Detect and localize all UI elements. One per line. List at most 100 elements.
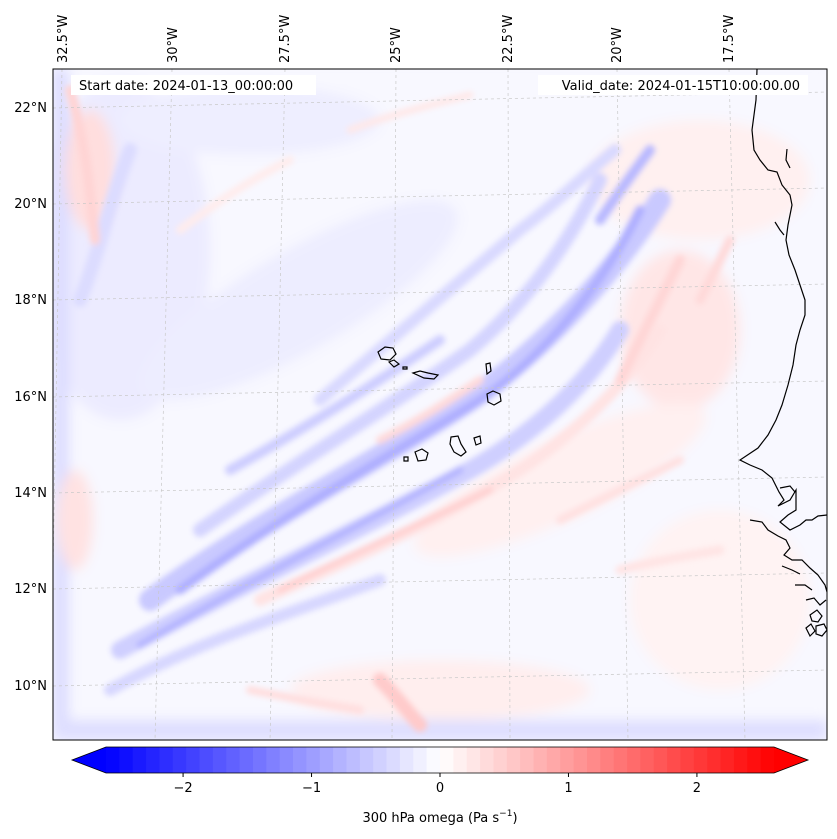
island-brava — [403, 456, 409, 462]
colorbar-cell — [466, 747, 481, 773]
colorbar-cell — [159, 747, 174, 773]
lat-label: 14°N — [14, 486, 47, 501]
colorbar-extend-low — [72, 747, 106, 773]
colorbar-cell — [640, 747, 655, 773]
colorbar-cell — [693, 747, 708, 773]
colorbar-cell — [493, 747, 508, 773]
colorbar-cell — [680, 747, 695, 773]
colorbar: −2 −1 0 1 2 300 hPa omega (Pa s−1) — [70, 746, 810, 826]
island-boa-vista — [486, 390, 502, 406]
lon-label: 20°W — [610, 27, 625, 63]
island-santa-luzia — [402, 366, 408, 370]
colorbar-cell — [119, 747, 134, 773]
valid-date-box — [538, 75, 808, 95]
lat-label: 16°N — [14, 390, 47, 405]
colorbar-cell — [426, 747, 441, 773]
colorbar-cell — [440, 747, 454, 773]
colorbar-cells — [72, 747, 808, 773]
island-sao-vicente — [387, 359, 401, 368]
colorbar-cell — [279, 747, 294, 773]
colorbar-cell — [172, 747, 187, 773]
island-sal — [485, 362, 492, 376]
lon-label: 32.5°W — [56, 15, 71, 63]
colorbar-cell — [560, 747, 575, 773]
colorbar-cell — [480, 747, 495, 773]
lon-label: 22.5°W — [501, 15, 516, 63]
colorbar-cell — [613, 747, 628, 773]
lon-label: 30°W — [166, 27, 181, 63]
colorbar-cell — [132, 747, 147, 773]
lat-label: 22°N — [14, 101, 47, 116]
omega-field — [53, 69, 827, 740]
colorbar-cell — [586, 747, 601, 773]
lat-label: 20°N — [14, 197, 47, 212]
longitude-labels: 32.5°W 30°W 27.5°W 25°W 22.5°W 20°W 17.5… — [56, 15, 737, 63]
colorbar-cell — [293, 747, 307, 773]
colorbar-tick-label: −1 — [302, 781, 321, 796]
colorbar-ticks: −2 −1 0 1 2 — [173, 773, 701, 796]
graticule — [53, 69, 827, 740]
colorbar-cell — [266, 747, 281, 773]
colorbar-cell — [453, 747, 468, 773]
island-santo-antao — [377, 346, 397, 361]
start-date-box — [71, 75, 316, 95]
omega-bands — [65, 85, 735, 732]
colorbar-tick-label: −2 — [173, 781, 192, 796]
island-maio — [473, 435, 482, 446]
colorbar-cell — [533, 747, 548, 773]
colorbar-cell — [319, 747, 334, 773]
colorbar-cell — [413, 747, 428, 773]
colorbar-extend-high — [774, 747, 808, 773]
colorbar-cell — [252, 747, 267, 773]
colorbar-cell — [733, 747, 748, 773]
colorbar-cell — [667, 747, 682, 773]
colorbar-cell — [653, 747, 668, 773]
date-labels: Start date: 2024-01-13_00:00:00 Valid_da… — [71, 75, 808, 95]
colorbar-cell — [506, 747, 521, 773]
colorbar-outline — [70, 746, 810, 774]
colorbar-cell — [186, 747, 201, 773]
start-date-label: Start date: 2024-01-13_00:00:00 — [79, 79, 293, 94]
colorbar-cell — [399, 747, 414, 773]
colorbar-cell — [306, 747, 321, 773]
lat-label: 10°N — [14, 679, 47, 694]
lat-label: 18°N — [14, 293, 47, 308]
colorbar-cell — [359, 747, 374, 773]
colorbar-cell — [627, 747, 641, 773]
island-santiago — [449, 435, 467, 457]
colorbar-tick-label: 0 — [436, 781, 444, 796]
lat-label: 12°N — [14, 582, 47, 597]
colorbar-cell — [520, 747, 535, 773]
colorbar-cell — [212, 747, 227, 773]
lon-label: 17.5°W — [722, 15, 737, 63]
valid-date-label: Valid_date: 2024-01-15T10:00:00.00 — [562, 79, 800, 94]
colorbar-cell — [199, 747, 214, 773]
colorbar-cell — [333, 747, 348, 773]
colorbar-cell — [760, 747, 775, 773]
colorbar-cell — [226, 747, 241, 773]
latitude-labels: 22°N 20°N 18°N 16°N 14°N 12°N 10°N — [14, 101, 47, 694]
lon-label: 27.5°W — [278, 15, 293, 63]
africa-coastline — [738, 68, 828, 638]
colorbar-cell — [720, 747, 735, 773]
colorbar-cell — [707, 747, 722, 773]
colorbar-cell — [346, 747, 361, 773]
colorbar-tick-label: 1 — [564, 781, 572, 796]
colorbar-tick-label: 2 — [693, 781, 701, 796]
island-sao-nicolau — [411, 370, 440, 380]
map-frame — [52, 68, 828, 741]
colorbar-cell — [146, 747, 161, 773]
colorbar-cell — [546, 747, 561, 773]
colorbar-cell — [386, 747, 401, 773]
colorbar-label: 300 hPa omega (Pa s−1) — [362, 809, 517, 826]
cape-verde-islands — [377, 346, 502, 462]
colorbar-cell — [747, 747, 762, 773]
map-panel — [52, 68, 828, 741]
lon-label: 25°W — [389, 27, 404, 63]
colorbar-cell — [600, 747, 615, 773]
colorbar-cell — [373, 747, 388, 773]
colorbar-cell — [239, 747, 254, 773]
colorbar-cell — [573, 747, 588, 773]
island-fogo — [414, 448, 429, 462]
